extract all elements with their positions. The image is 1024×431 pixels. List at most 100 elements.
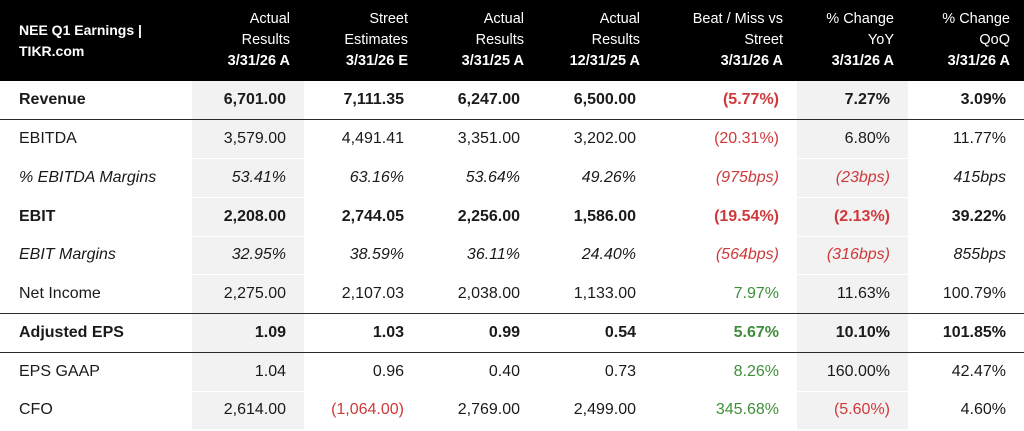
cell-actual-q1-26: 2,208.00 <box>192 197 304 237</box>
cell-actual-q1-25: 2,769.00 <box>422 391 538 431</box>
cell-actual-q1-26: 53.41% <box>192 158 304 198</box>
cell-beat-miss: (975bps) <box>654 158 797 198</box>
cell-actual-q1-26: 3,579.00 <box>192 119 304 159</box>
column-header-street-estimates: Street Estimates 3/31/26 E <box>304 0 422 81</box>
column-header-line2: QoQ <box>979 32 1010 48</box>
cell-actual-q4-25: 49.26% <box>538 158 654 198</box>
column-header-date: 3/31/26 A <box>720 53 783 69</box>
cell-beat-miss: 5.67% <box>654 313 797 353</box>
column-header-line1: Actual <box>483 11 524 27</box>
row-label: Net Income <box>0 274 192 314</box>
cell-change-yoy: (316bps) <box>797 236 908 276</box>
cell-actual-q4-25: 24.40% <box>538 236 654 276</box>
cell-change-qoq: 855bps <box>908 236 1024 276</box>
table-row-eps-gaap: EPS GAAP 1.04 0.96 0.40 0.73 8.26% 160.0… <box>0 352 1024 392</box>
cell-street-estimate: 7,111.35 <box>304 81 422 121</box>
cell-beat-miss: 345.68% <box>654 391 797 431</box>
cell-actual-q1-25: 2,038.00 <box>422 274 538 314</box>
column-header-change-yoy: % Change YoY 3/31/26 A <box>797 0 908 81</box>
cell-actual-q4-25: 1,133.00 <box>538 274 654 314</box>
table-row-adjusted-eps: Adjusted EPS 1.09 1.03 0.99 0.54 5.67% 1… <box>0 313 1024 353</box>
cell-change-qoq: 4.60% <box>908 391 1024 431</box>
row-label: EPS GAAP <box>0 352 192 392</box>
cell-change-qoq: 101.85% <box>908 313 1024 353</box>
column-header-line1: Street <box>369 11 408 27</box>
cell-change-yoy: 160.00% <box>797 352 908 392</box>
table-title-line1: NEE Q1 Earnings | <box>19 21 142 38</box>
cell-actual-q1-26: 6,701.00 <box>192 81 304 121</box>
column-header-date: 3/31/26 A <box>227 53 290 69</box>
cell-change-yoy: 11.63% <box>797 274 908 314</box>
cell-actual-q1-25: 6,247.00 <box>422 81 538 121</box>
column-header-line2: Street <box>744 32 783 48</box>
row-label: EBIT Margins <box>0 236 192 276</box>
cell-street-estimate: (1,064.00) <box>304 391 422 431</box>
cell-street-estimate: 4,491.41 <box>304 119 422 159</box>
table-row-ebitda: EBITDA 3,579.00 4,491.41 3,351.00 3,202.… <box>0 119 1024 159</box>
cell-actual-q4-25: 2,499.00 <box>538 391 654 431</box>
row-label: % EBITDA Margins <box>0 158 192 198</box>
cell-change-yoy: (2.13%) <box>797 197 908 237</box>
cell-actual-q1-25: 2,256.00 <box>422 197 538 237</box>
cell-actual-q1-26: 2,614.00 <box>192 391 304 431</box>
column-header-line1: Actual <box>599 11 640 27</box>
column-header-date: 12/31/25 A <box>569 53 640 69</box>
cell-actual-q4-25: 6,500.00 <box>538 81 654 121</box>
column-header-line2: Estimates <box>344 32 408 48</box>
cell-change-yoy: (5.60%) <box>797 391 908 431</box>
cell-actual-q4-25: 1,586.00 <box>538 197 654 237</box>
cell-change-qoq: 3.09% <box>908 81 1024 121</box>
column-header-actual-q1-25: Actual Results 3/31/25 A <box>422 0 538 81</box>
row-label: Revenue <box>0 81 192 121</box>
cell-actual-q1-25: 36.11% <box>422 236 538 276</box>
column-header-line2: Results <box>475 32 524 48</box>
column-header-line2: Results <box>241 32 290 48</box>
table-title-line2: TIKR.com <box>19 42 85 59</box>
cell-actual-q1-25: 0.40 <box>422 352 538 392</box>
cell-beat-miss: 8.26% <box>654 352 797 392</box>
column-header-actual-q1-26: Actual Results 3/31/26 A <box>192 0 304 81</box>
cell-change-qoq: 42.47% <box>908 352 1024 392</box>
cell-change-yoy: 10.10% <box>797 313 908 353</box>
table-row-cfo: CFO 2,614.00 (1,064.00) 2,769.00 2,499.0… <box>0 391 1024 431</box>
cell-actual-q1-26: 1.04 <box>192 352 304 392</box>
table-row-revenue: Revenue 6,701.00 7,111.35 6,247.00 6,500… <box>0 81 1024 121</box>
row-label: CFO <box>0 391 192 431</box>
row-label: Adjusted EPS <box>0 313 192 353</box>
cell-street-estimate: 0.96 <box>304 352 422 392</box>
cell-actual-q1-26: 2,275.00 <box>192 274 304 314</box>
table-row-ebitda-margins: % EBITDA Margins 53.41% 63.16% 53.64% 49… <box>0 158 1024 198</box>
cell-actual-q1-25: 3,351.00 <box>422 119 538 159</box>
column-header-date: 3/31/26 A <box>831 53 894 69</box>
header-row: NEE Q1 Earnings | TIKR.com Actual Result… <box>0 0 1024 81</box>
cell-beat-miss: (5.77%) <box>654 81 797 121</box>
cell-street-estimate: 63.16% <box>304 158 422 198</box>
column-header-date: 3/31/26 E <box>345 53 408 69</box>
column-header-line1: % Change <box>826 11 894 27</box>
cell-street-estimate: 1.03 <box>304 313 422 353</box>
column-header-beat-miss: Beat / Miss vs Street 3/31/26 A <box>654 0 797 81</box>
cell-actual-q1-25: 53.64% <box>422 158 538 198</box>
cell-actual-q1-26: 32.95% <box>192 236 304 276</box>
row-label: EBIT <box>0 197 192 237</box>
cell-beat-miss: (19.54%) <box>654 197 797 237</box>
cell-actual-q4-25: 0.73 <box>538 352 654 392</box>
column-header-line2: YoY <box>867 32 894 48</box>
cell-actual-q1-26: 1.09 <box>192 313 304 353</box>
cell-beat-miss: (564bps) <box>654 236 797 276</box>
table-row-net-income: Net Income 2,275.00 2,107.03 2,038.00 1,… <box>0 274 1024 314</box>
cell-change-qoq: 100.79% <box>908 274 1024 314</box>
cell-actual-q1-25: 0.99 <box>422 313 538 353</box>
row-label: EBITDA <box>0 119 192 159</box>
cell-change-yoy: 6.80% <box>797 119 908 159</box>
cell-street-estimate: 2,107.03 <box>304 274 422 314</box>
column-header-line1: % Change <box>942 11 1010 27</box>
cell-actual-q4-25: 3,202.00 <box>538 119 654 159</box>
cell-street-estimate: 38.59% <box>304 236 422 276</box>
column-header-line1: Beat / Miss vs <box>692 11 783 27</box>
table-row-ebit: EBIT 2,208.00 2,744.05 2,256.00 1,586.00… <box>0 197 1024 237</box>
column-header-date: 3/31/25 A <box>461 53 524 69</box>
column-header-line2: Results <box>591 32 640 48</box>
table-row-ebit-margins: EBIT Margins 32.95% 38.59% 36.11% 24.40%… <box>0 236 1024 276</box>
